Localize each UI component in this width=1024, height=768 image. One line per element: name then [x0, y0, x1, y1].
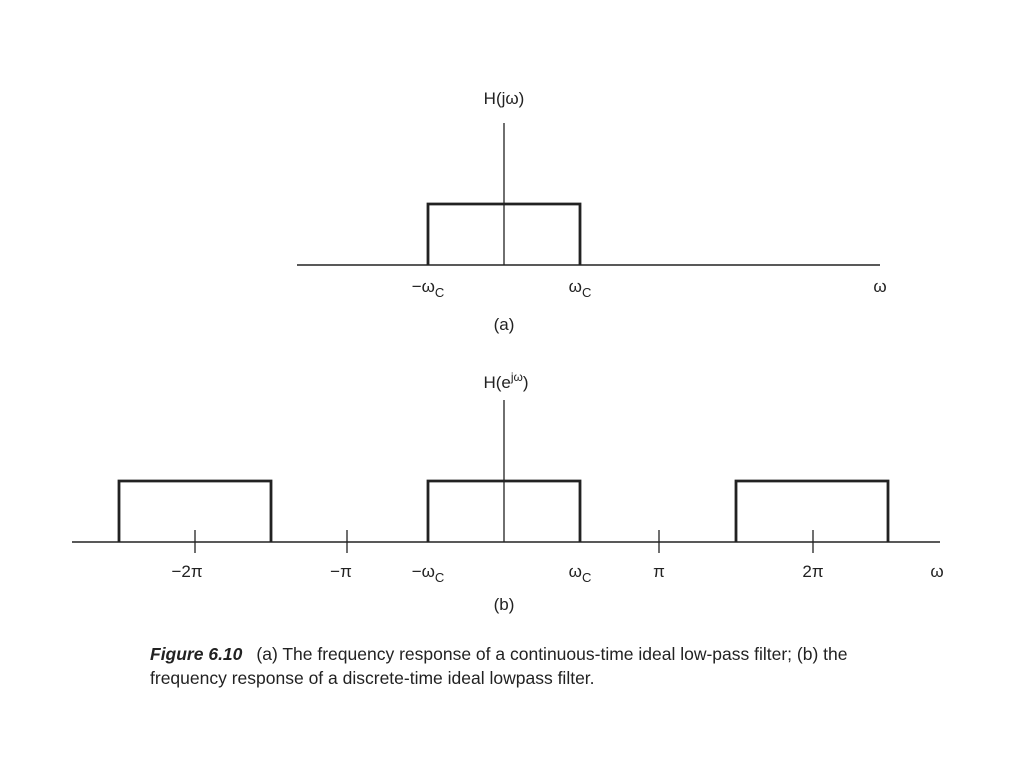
diagram-a-passband [426, 202, 582, 265]
diagram-a-panel-label: (a) [494, 315, 515, 334]
diagram-b-tick-label-neg-pi: −π [330, 562, 352, 581]
diagram-b-tick-label-2pi: 2π [802, 562, 823, 581]
diagram-a [297, 123, 880, 266]
diagram-b-tick-label-neg-cutoff: −ωC [412, 562, 445, 585]
diagram-b-passband-center [426, 479, 582, 542]
diagram-b-tick-label-pi: π [653, 562, 665, 581]
diagram-b-passband-left [117, 479, 273, 542]
diagram-b-panel-label: (b) [494, 595, 515, 614]
diagram-a-tick-label-pos-cutoff: ωC [569, 277, 592, 300]
figure-caption: Figure 6.10 (a) The frequency response of… [150, 642, 890, 690]
diagram-b-frequency-label: ω [930, 562, 943, 581]
figure-number: Figure 6.10 [150, 644, 243, 664]
diagram-a-tick-label-neg-cutoff: −ωC [412, 277, 445, 300]
diagram-b-response-label: H(ejω) [483, 370, 528, 392]
diagram-b-tick-label-pos-cutoff: ωC [569, 562, 592, 585]
diagram-a-frequency-label: ω [873, 277, 886, 296]
caption-text: (a) The frequency response of a continuo… [150, 644, 848, 688]
diagram-b-passband-right [734, 479, 890, 542]
diagram-b [72, 400, 940, 553]
diagram-b-tick-label-neg-2pi: −2π [171, 562, 202, 581]
diagram-a-response-label: H(jω) [484, 89, 525, 108]
